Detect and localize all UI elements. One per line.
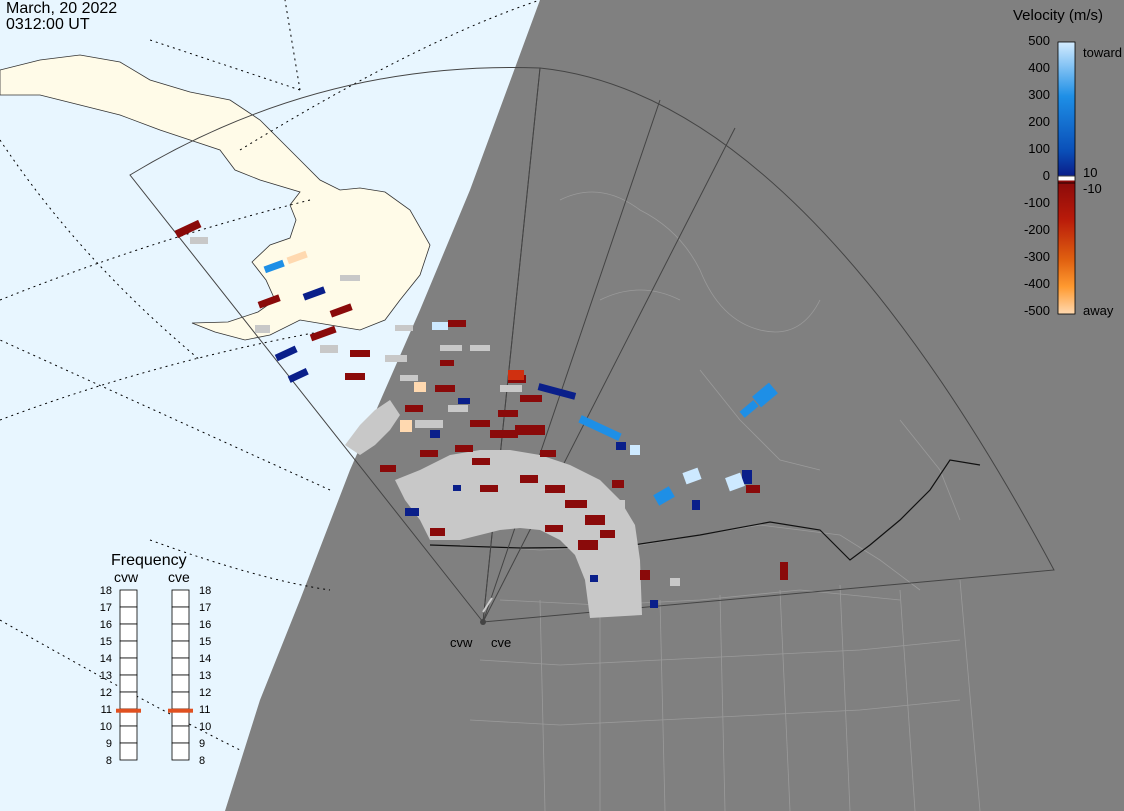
ground-scatter-cells — [190, 237, 680, 618]
cve-fov-outline — [482, 67, 1055, 623]
frequency-scale-label: 9 — [199, 738, 205, 750]
frequency-scale-label: 17 — [100, 602, 112, 614]
frequency-scale-label: 10 — [199, 721, 211, 733]
date-label: March, 20 2022 — [6, 0, 118, 17]
velocity-tick: -500 — [1024, 303, 1050, 318]
velocity-tick: -400 — [1024, 276, 1050, 291]
velocity-tick: 0 — [1043, 168, 1050, 183]
frequency-scale-label: 15 — [100, 636, 112, 648]
velocity-minus-threshold: -10 — [1083, 181, 1102, 196]
frequency-radar-label-cve: cve — [168, 569, 190, 585]
radar-site-label-cvw: cvw — [450, 635, 473, 650]
frequency-cell — [171, 725, 190, 744]
frequency-cell — [171, 742, 190, 761]
frequency-scale-label: 13 — [199, 670, 211, 682]
cvw-fov-outline — [129, 67, 541, 624]
frequency-scale-label: 11 — [101, 704, 112, 716]
frequency-scale-label: 8 — [199, 755, 205, 767]
velocity-tick: 500 — [1028, 33, 1050, 48]
velocity-tick: -100 — [1024, 195, 1050, 210]
velocity-tick: 300 — [1028, 87, 1050, 102]
frequency-marker — [168, 708, 193, 713]
frequency-cell — [119, 606, 138, 625]
alaska-land — [0, 54, 431, 341]
frequency-scale-label: 16 — [100, 619, 112, 631]
frequency-scale-label: 14 — [100, 653, 112, 665]
radar-fov — [129, 67, 1055, 624]
velocity-tick: -300 — [1024, 249, 1050, 264]
frequency-scale-label: 10 — [100, 721, 112, 733]
velocity-cells — [174, 219, 788, 608]
velocity-away-label: away — [1083, 303, 1114, 318]
frequency-cell — [119, 640, 138, 659]
frequency-cell — [171, 606, 190, 625]
frequency-scale-label: 8 — [106, 755, 112, 767]
frequency-scale-label: 17 — [199, 602, 211, 614]
frequency-scale-label: 18 — [100, 585, 112, 597]
frequency-cell — [119, 589, 138, 608]
frequency-cell — [119, 691, 138, 710]
velocity-tick: 400 — [1028, 60, 1050, 75]
velocity-legend: Velocity (m/s) 500 400 300 200 — [1013, 7, 1122, 318]
frequency-cell — [119, 623, 138, 642]
night-shade — [225, 0, 1124, 811]
velocity-colorbar — [1057, 41, 1076, 315]
velocity-plus-threshold: 10 — [1083, 165, 1097, 180]
velocity-tick: -200 — [1024, 222, 1050, 237]
velocity-tick: 200 — [1028, 114, 1050, 129]
frequency-cell — [119, 725, 138, 744]
frequency-scale-label: 11 — [199, 704, 210, 716]
frequency-cell — [171, 640, 190, 659]
frequency-cell — [119, 674, 138, 693]
radar-site-label-cve: cve — [491, 635, 511, 650]
frequency-title: Frequency — [111, 552, 187, 569]
frequency-scale-label: 12 — [100, 687, 112, 699]
frequency-cell — [119, 657, 138, 676]
frequency-scale-label: 14 — [199, 653, 211, 665]
frequency-scale-label: 18 — [199, 585, 211, 597]
frequency-cell — [119, 742, 138, 761]
frequency-scale-label: 12 — [199, 687, 211, 699]
time-label: 0312:00 UT — [6, 16, 90, 33]
frequency-scale: 18 18 17 17 16 16 15 15 14 14 13 13 12 12 11 11 10 10 9 9 8 8 — [100, 585, 212, 767]
frequency-radar-label-cvw: cvw — [114, 569, 139, 585]
frequency-scale-label: 15 — [199, 636, 211, 648]
frequency-cell — [171, 691, 190, 710]
frequency-scale-label: 9 — [106, 738, 112, 750]
frequency-cell — [171, 674, 190, 693]
frequency-cell — [171, 623, 190, 642]
velocity-tick: 100 — [1028, 141, 1050, 156]
graticule — [0, 0, 541, 751]
political-borders — [459, 191, 981, 811]
radar-site-dot — [480, 619, 486, 625]
frequency-cell — [171, 657, 190, 676]
velocity-legend-title: Velocity (m/s) — [1013, 7, 1103, 24]
radar-site-markers: cvw cve — [450, 597, 511, 650]
frequency-scale-label: 16 — [199, 619, 211, 631]
frequency-panel: Frequency cvw cve 18 18 17 17 16 16 15 15 14 14 13… — [100, 552, 212, 767]
frequency-cell — [171, 589, 190, 608]
velocity-toward-label: toward — [1083, 45, 1122, 60]
frequency-scale-label: 13 — [100, 670, 112, 682]
frequency-marker — [116, 708, 141, 713]
frequency-columns — [116, 589, 193, 761]
